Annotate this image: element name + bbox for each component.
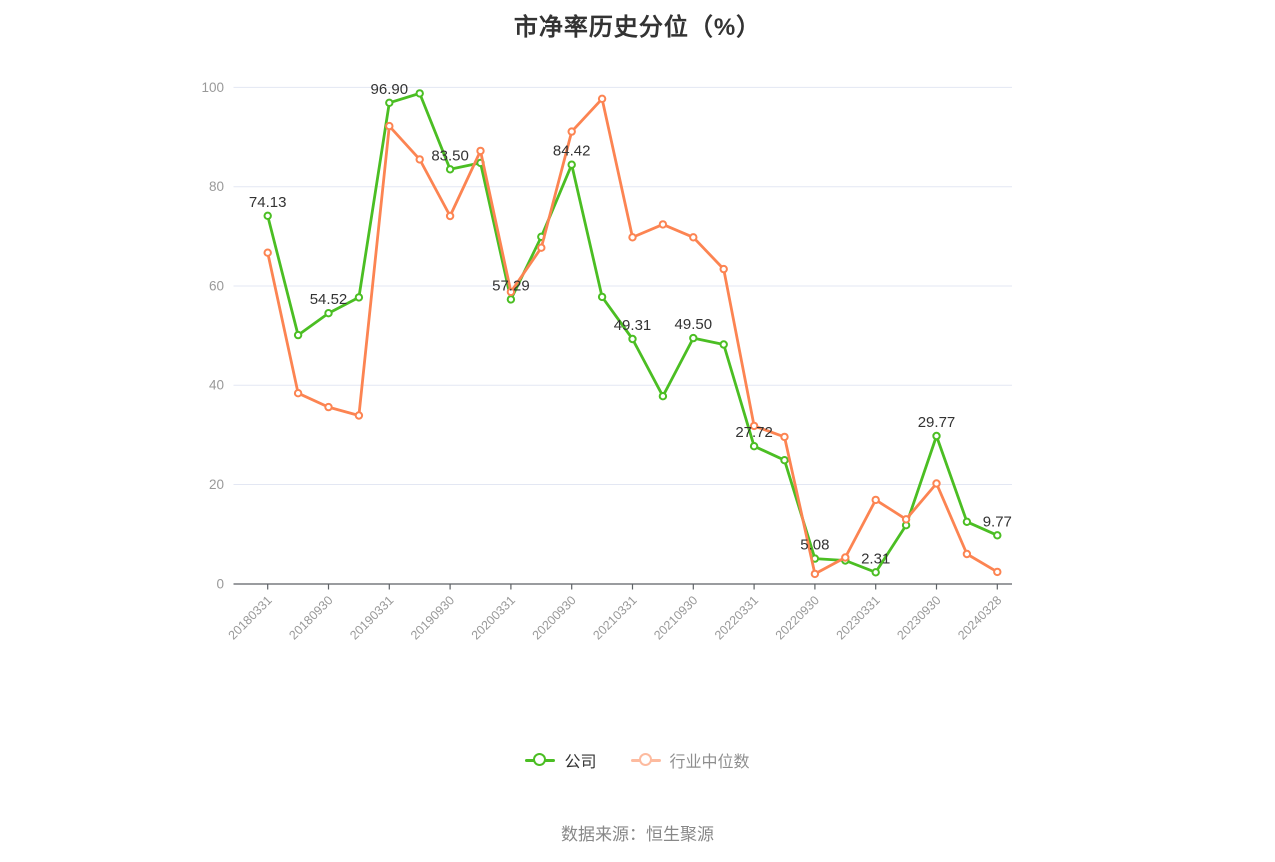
company-data-point[interactable]: [445, 165, 455, 174]
industry-data-point[interactable]: [993, 567, 1002, 577]
y-tick-label: 0: [216, 576, 224, 591]
industry-data-point[interactable]: [293, 389, 303, 398]
y-tick-label: 40: [209, 378, 224, 393]
industry-data-point[interactable]: [354, 411, 364, 420]
x-tick-label: 20200930: [530, 593, 579, 642]
point-value-label: 9.77: [983, 513, 1012, 530]
industry-data-point[interactable]: [506, 287, 516, 297]
data-source-note: 数据来源：恒生聚源: [561, 825, 714, 844]
point-value-label: 54.52: [310, 291, 348, 308]
company-data-point[interactable]: [932, 431, 941, 441]
x-tick-label: 20220930: [773, 593, 822, 642]
company-data-point[interactable]: [719, 340, 728, 349]
legend-label: 行业中位数: [669, 754, 750, 771]
company-data-point[interactable]: [293, 330, 303, 340]
point-value-label: 2.31: [861, 550, 890, 567]
industry-data-point[interactable]: [932, 479, 941, 488]
industry-data-point[interactable]: [628, 233, 637, 242]
company-data-point[interactable]: [415, 89, 424, 98]
y-tick-label: 80: [209, 179, 224, 194]
x-tick-label: 20190331: [347, 593, 396, 642]
legend-item-company[interactable]: 公司: [525, 748, 597, 772]
point-value-label: 5.08: [800, 537, 829, 554]
x-tick-label: 20210930: [651, 593, 700, 642]
point-value-label: 49.31: [614, 317, 652, 334]
industry-data-point[interactable]: [871, 495, 880, 505]
company-data-point[interactable]: [567, 160, 576, 169]
company-data-point[interactable]: [962, 517, 972, 526]
industry-data-point[interactable]: [476, 146, 485, 156]
x-tick-label: 20180930: [286, 593, 335, 642]
point-value-label: 83.50: [431, 147, 469, 164]
point-value-label: 96.90: [371, 81, 409, 98]
industry-data-point[interactable]: [324, 402, 333, 412]
x-tick-label: 20220331: [712, 593, 761, 642]
point-value-label: 84.42: [553, 143, 591, 160]
company-data-point[interactable]: [628, 334, 637, 344]
y-tick-label: 20: [209, 477, 224, 492]
chart-legend: 公司 行业中位数: [0, 748, 1275, 772]
company-data-point[interactable]: [324, 309, 333, 318]
company-data-point[interactable]: [385, 98, 394, 108]
x-tick-label: 20180331: [226, 593, 275, 642]
company-data-point[interactable]: [263, 211, 272, 221]
x-tick-label: 20190930: [408, 593, 457, 642]
industry-data-point[interactable]: [780, 432, 789, 442]
industry-data-point[interactable]: [658, 220, 668, 229]
company-data-point[interactable]: [871, 568, 880, 577]
industry-data-point[interactable]: [962, 549, 972, 559]
legend-line-marker-icon: [630, 753, 661, 767]
industry-data-point[interactable]: [445, 211, 455, 221]
x-tick-label: 20240328: [955, 593, 1004, 642]
legend-label: 公司: [564, 754, 597, 771]
legend-line-marker-icon: [525, 753, 556, 767]
industry-data-point[interactable]: [415, 155, 424, 164]
chart-title: 市净率历史分位（%）: [513, 14, 762, 41]
industry-data-point[interactable]: [597, 94, 607, 104]
company-data-point[interactable]: [354, 293, 364, 302]
industry-data-point[interactable]: [537, 243, 546, 252]
x-tick-label: 20200331: [469, 593, 518, 642]
x-tick-label: 20230930: [894, 593, 943, 642]
industry-data-point[interactable]: [719, 264, 728, 274]
company-data-point[interactable]: [689, 333, 698, 343]
chart-canvas: 0 20 40 60 80 100 20180331 20180930 20190331 2019…: [201, 80, 1012, 642]
company-data-point[interactable]: [780, 456, 789, 465]
point-value-label: 49.50: [675, 316, 713, 333]
industry-data-point[interactable]: [263, 248, 272, 257]
point-value-label: 29.77: [918, 414, 956, 431]
point-value-label: 57.29: [492, 277, 530, 294]
x-tick-label: 20210331: [590, 593, 639, 642]
point-value-label: 27.72: [735, 424, 773, 441]
x-tick-label: 20230331: [834, 593, 883, 642]
point-value-label: 74.13: [249, 194, 287, 211]
company-data-point[interactable]: [597, 292, 607, 302]
company-data-point[interactable]: [658, 392, 668, 401]
industry-data-point[interactable]: [385, 121, 394, 131]
company-data-point[interactable]: [749, 442, 759, 451]
industry-data-point[interactable]: [901, 515, 911, 524]
company-data-point[interactable]: [506, 295, 516, 304]
y-tick-label: 60: [209, 279, 224, 294]
industry-data-point[interactable]: [810, 569, 820, 579]
y-tick-label: 100: [201, 80, 224, 95]
company-data-point[interactable]: [993, 531, 1002, 540]
industry-data-point[interactable]: [567, 127, 576, 136]
industry-data-point[interactable]: [841, 553, 850, 562]
industry-data-point[interactable]: [689, 233, 698, 242]
legend-item-industry[interactable]: 行业中位数: [630, 748, 750, 772]
industry-data-point[interactable]: [749, 421, 759, 431]
